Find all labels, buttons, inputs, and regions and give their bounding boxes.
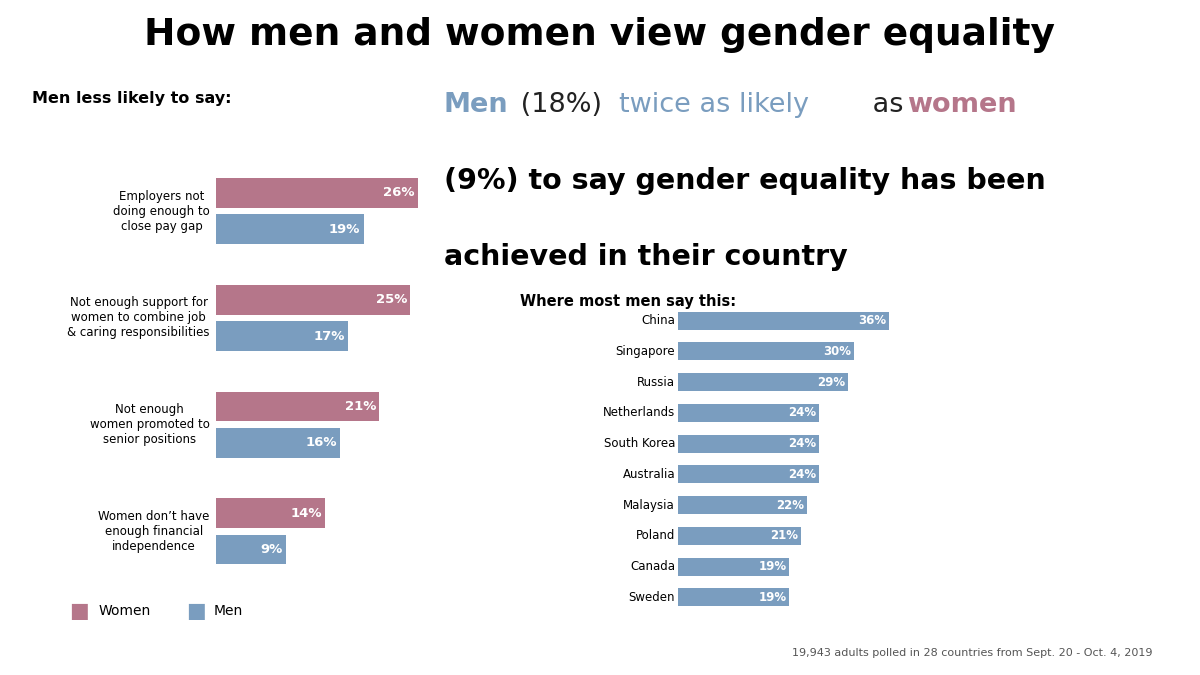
Bar [216,428,341,458]
Text: 14%: 14% [290,507,322,520]
Text: 21%: 21% [770,529,798,542]
Text: Men less likely to say:: Men less likely to say: [32,91,232,106]
Bar [216,178,418,208]
Text: 29%: 29% [817,376,845,389]
Text: Australia: Australia [623,468,676,481]
Text: 22%: 22% [776,499,804,512]
Bar [216,498,325,528]
Text: (18%): (18%) [512,92,611,117]
Bar [216,535,286,564]
Text: Singapore: Singapore [616,345,676,358]
Bar [216,215,364,244]
Bar [216,321,348,351]
Text: 19%: 19% [758,560,786,573]
Text: as: as [864,92,912,117]
Text: 30%: 30% [823,345,851,358]
Bar [678,373,848,391]
Text: ■: ■ [186,601,205,621]
Bar [678,435,818,452]
Text: 24%: 24% [787,406,816,419]
Text: 19%: 19% [758,591,786,604]
Bar [678,589,790,606]
Text: Men: Men [214,604,242,618]
Text: 17%: 17% [313,329,344,342]
Text: 9%: 9% [260,543,283,556]
Bar [678,312,889,329]
Text: 25%: 25% [376,293,407,306]
Bar [678,496,806,514]
Text: 21%: 21% [344,400,376,413]
Text: Employers not
doing enough to
close pay gap: Employers not doing enough to close pay … [113,190,210,233]
Text: ■: ■ [70,601,89,621]
Bar [678,466,818,483]
Text: Sweden: Sweden [629,591,676,604]
Text: 36%: 36% [858,314,886,327]
Bar [678,558,790,576]
Text: Not enough support for
women to combine job
& caring responsibilities: Not enough support for women to combine … [67,296,210,340]
Text: Russia: Russia [637,376,676,389]
Bar [678,404,818,422]
Text: Men: Men [444,92,509,117]
Text: Netherlands: Netherlands [602,406,676,419]
Text: 16%: 16% [306,436,337,450]
Text: 19,943 adults polled in 28 countries from Sept. 20 - Oct. 4, 2019: 19,943 adults polled in 28 countries fro… [792,648,1152,658]
Text: Canada: Canada [630,560,676,573]
Text: Poland: Poland [636,529,676,542]
Text: ipsos: ipsos [1147,632,1181,645]
Text: Women: Women [98,604,151,618]
Text: (9%) to say gender equality has been: (9%) to say gender equality has been [444,167,1045,194]
Text: Women don’t have
enough financial
independence: Women don’t have enough financial indepe… [98,510,210,553]
Text: China: China [641,314,676,327]
Text: 24%: 24% [787,437,816,450]
Text: Not enough
women promoted to
senior positions: Not enough women promoted to senior posi… [90,403,210,446]
Text: South Korea: South Korea [604,437,676,450]
Text: achieved in their country: achieved in their country [444,243,847,271]
Text: 19%: 19% [329,223,360,236]
Bar [678,342,854,360]
Text: Where most men say this:: Where most men say this: [520,294,736,308]
Text: 26%: 26% [383,186,415,200]
Text: 24%: 24% [787,468,816,481]
Bar [216,285,410,315]
Text: Malaysia: Malaysia [623,499,676,512]
Bar [216,392,379,421]
Text: twice as likely: twice as likely [619,92,809,117]
Text: How men and women view gender equality: How men and women view gender equality [144,17,1056,53]
Bar [678,527,802,545]
Text: women: women [907,92,1016,117]
